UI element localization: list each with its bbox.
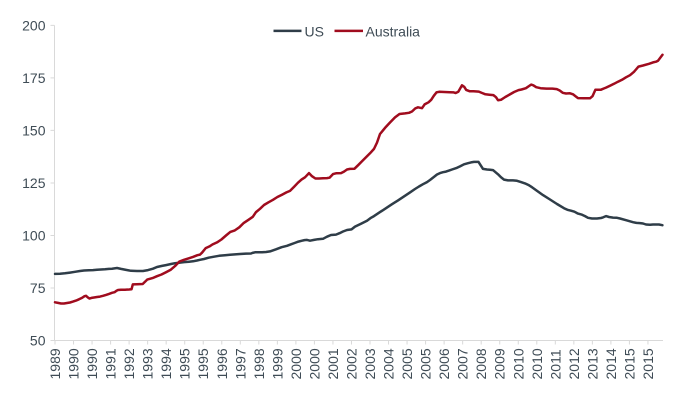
svg-text:2015: 2015: [640, 348, 656, 379]
svg-text:2011: 2011: [547, 349, 563, 379]
svg-text:75: 75: [30, 280, 46, 296]
svg-text:1996: 1996: [214, 348, 230, 379]
svg-text:2007: 2007: [455, 348, 471, 379]
svg-text:2006: 2006: [436, 348, 452, 379]
svg-text:1995: 1995: [195, 348, 211, 379]
svg-text:2015: 2015: [621, 348, 637, 379]
svg-text:2001: 2001: [325, 348, 341, 379]
svg-text:1990: 1990: [84, 348, 100, 379]
svg-text:1998: 1998: [251, 348, 267, 379]
svg-text:1995: 1995: [177, 348, 193, 379]
svg-text:2002: 2002: [343, 348, 359, 379]
svg-text:US: US: [305, 24, 324, 40]
svg-text:1993: 1993: [140, 348, 156, 379]
svg-text:2008: 2008: [473, 348, 489, 379]
svg-text:2003: 2003: [362, 348, 378, 379]
svg-text:1999: 1999: [269, 348, 285, 379]
svg-text:50: 50: [30, 333, 46, 349]
svg-text:175: 175: [22, 70, 46, 86]
svg-text:1994: 1994: [158, 348, 174, 379]
svg-text:Australia: Australia: [366, 24, 421, 40]
svg-text:2013: 2013: [584, 348, 600, 379]
svg-text:2014: 2014: [603, 348, 619, 379]
svg-text:1991: 1991: [103, 348, 119, 379]
svg-text:2004: 2004: [381, 348, 397, 379]
svg-text:2000: 2000: [288, 348, 304, 379]
svg-text:125: 125: [22, 175, 46, 191]
svg-text:2012: 2012: [566, 348, 582, 379]
svg-text:2010: 2010: [529, 348, 545, 379]
svg-text:2005: 2005: [418, 348, 434, 379]
svg-text:1989: 1989: [47, 348, 63, 379]
svg-text:2009: 2009: [492, 348, 508, 379]
svg-text:2000: 2000: [306, 348, 322, 379]
svg-text:2005: 2005: [399, 348, 415, 379]
svg-text:1992: 1992: [121, 348, 137, 379]
svg-text:100: 100: [22, 228, 46, 244]
svg-text:1990: 1990: [66, 348, 82, 379]
svg-text:2010: 2010: [510, 348, 526, 379]
svg-text:150: 150: [22, 122, 46, 138]
svg-text:1997: 1997: [232, 348, 248, 379]
svg-text:200: 200: [22, 17, 46, 33]
